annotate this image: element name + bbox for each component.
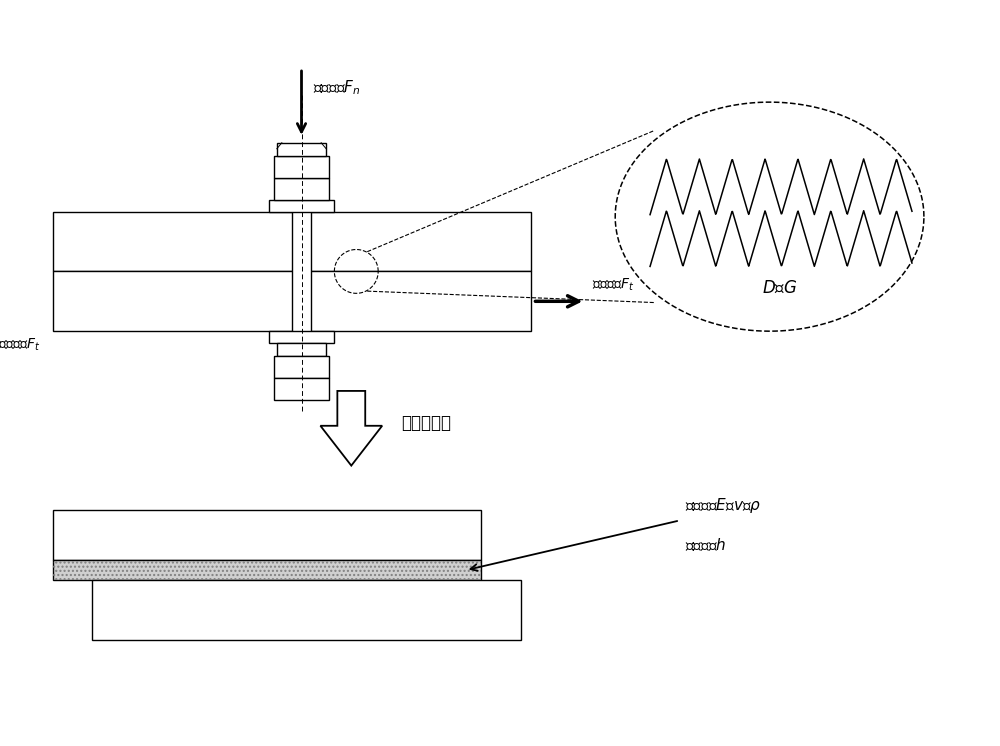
Bar (53, 212, 531, 272)
Bar (274, 378, 329, 400)
Text: 材料参数$E$、$v$、$\rho$: 材料参数$E$、$v$、$\rho$ (685, 496, 761, 515)
Bar (53, 560, 481, 580)
Bar (92, 580, 521, 640)
Bar (53, 212, 531, 272)
Bar (269, 331, 334, 343)
Bar (277, 343, 326, 357)
Bar (274, 178, 329, 200)
Bar (53, 510, 481, 560)
Text: 虚拟薄层法: 虚拟薄层法 (401, 414, 451, 432)
Bar (92, 580, 521, 640)
Bar (53, 272, 531, 331)
Bar (269, 200, 334, 212)
Text: 几何参数$h$: 几何参数$h$ (685, 536, 726, 554)
Bar (274, 156, 329, 178)
Text: 法向载荷$F_n$: 法向载荷$F_n$ (313, 78, 361, 97)
Text: $D$、$G$: $D$、$G$ (762, 279, 797, 298)
Bar (292, 210, 311, 333)
Bar (53, 272, 531, 331)
Bar (53, 560, 481, 580)
Bar (53, 510, 481, 560)
Bar (274, 357, 329, 378)
Text: 切向载荷$F_t$: 切向载荷$F_t$ (592, 277, 634, 293)
Bar (277, 142, 326, 156)
Polygon shape (320, 391, 382, 466)
Text: 切向载荷$F_t$: 切向载荷$F_t$ (0, 336, 40, 353)
